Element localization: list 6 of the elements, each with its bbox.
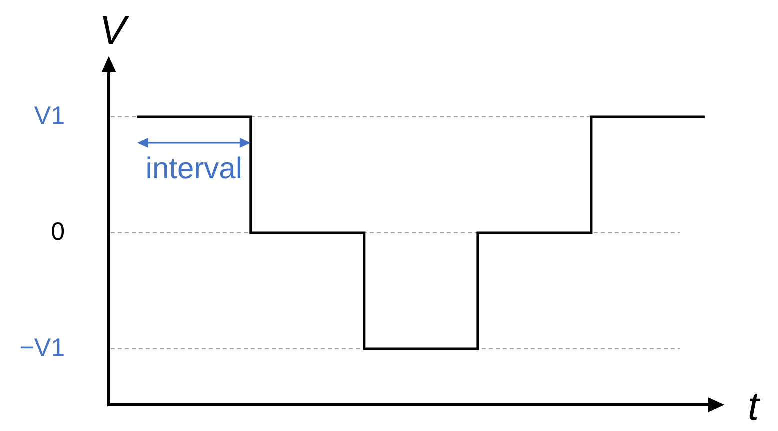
y-axis-title: V (100, 9, 130, 53)
x-axis-title: t (748, 385, 761, 430)
ref-line-label: 0 (51, 218, 65, 246)
ref-line-label: V1 (34, 102, 65, 130)
ref-line-label: −V1 (20, 334, 65, 362)
annotation: interval (146, 152, 242, 186)
